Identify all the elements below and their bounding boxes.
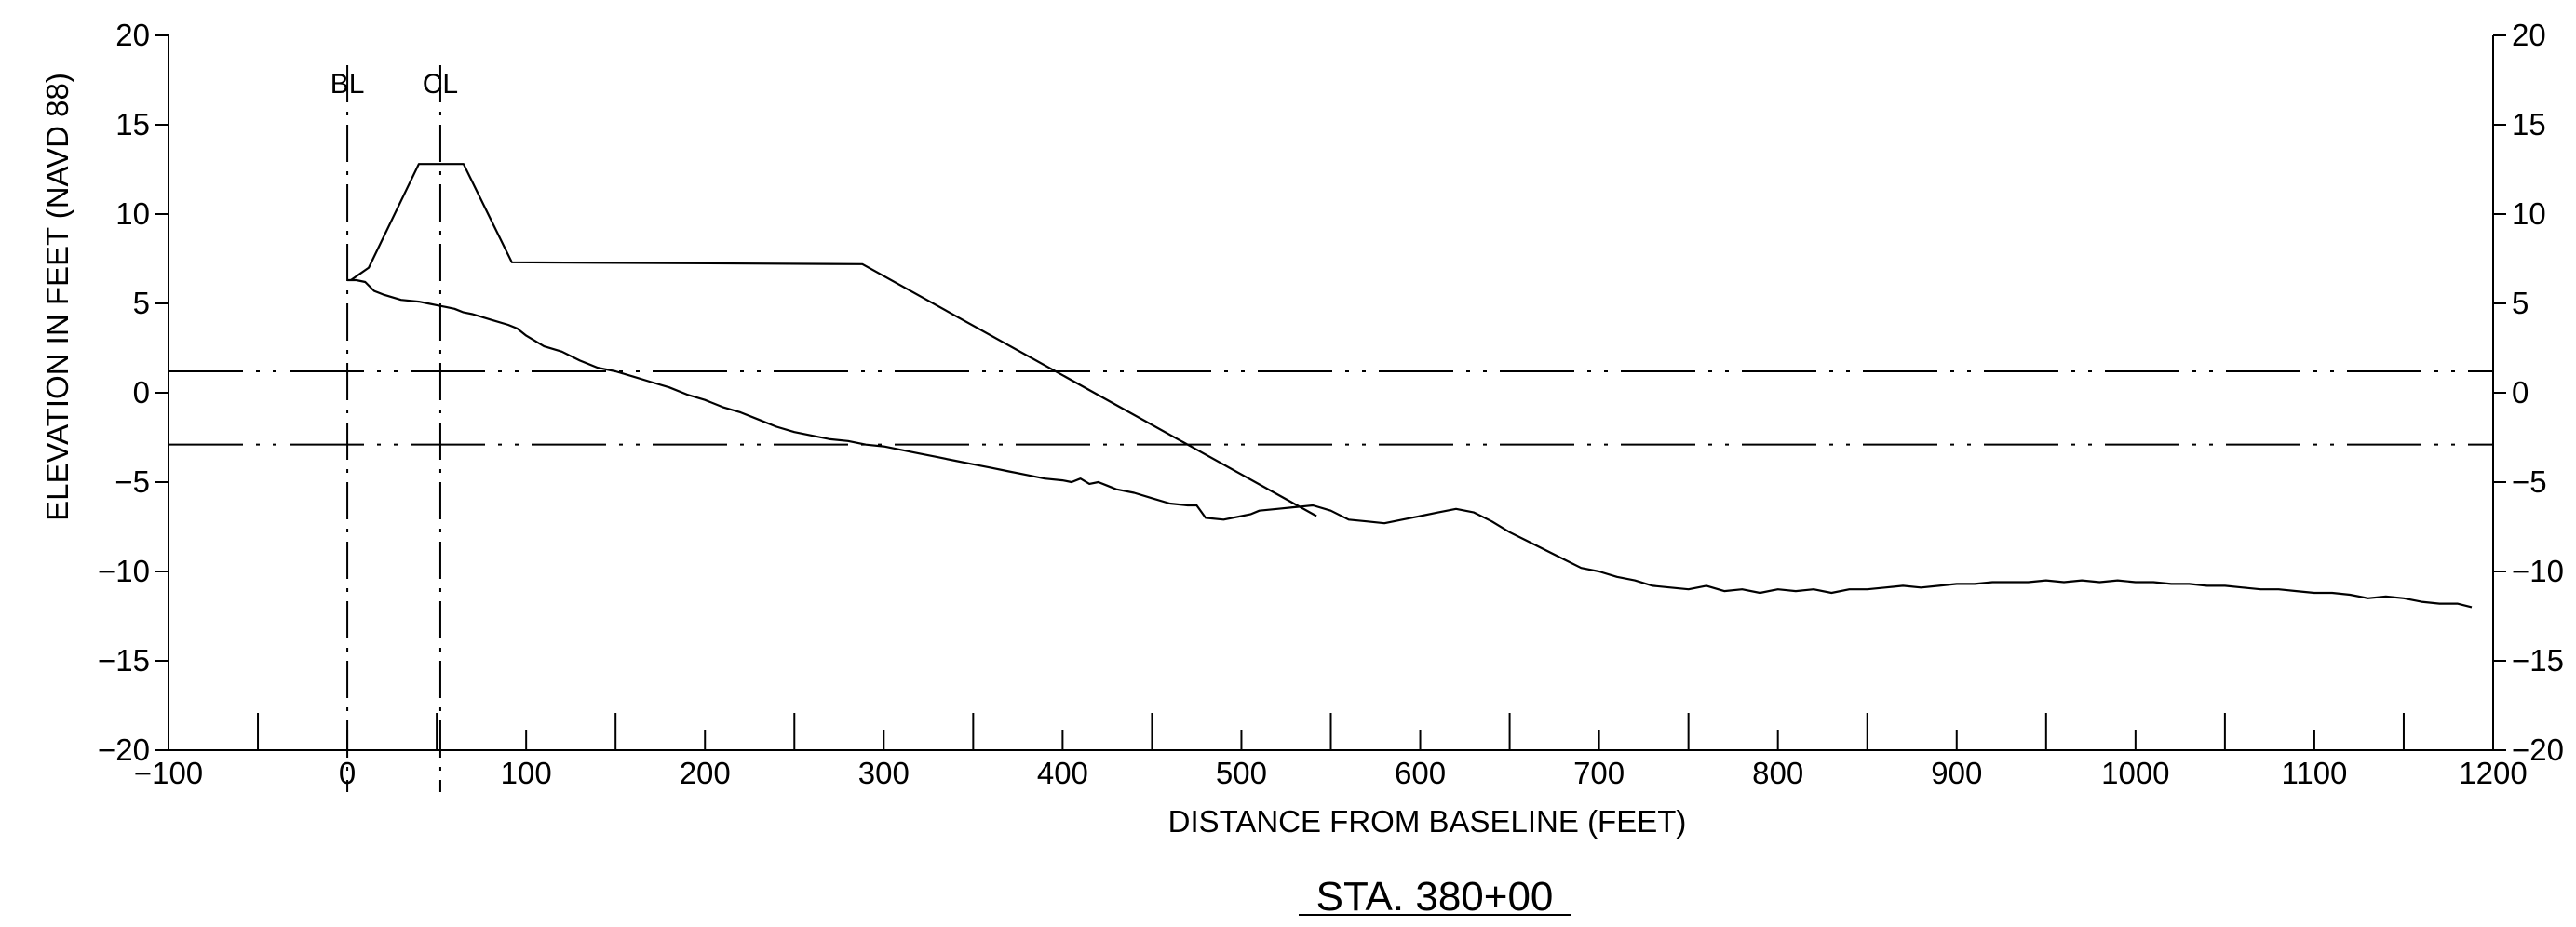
x-axis-label: DISTANCE FROM BASELINE (FEET)	[1168, 804, 1687, 839]
series-line-design-profile	[350, 163, 1317, 517]
y-tick-label-left: −10	[98, 554, 150, 588]
reference-lines: BL CL	[330, 65, 458, 792]
series-layer	[347, 163, 2473, 609]
plot-frame	[168, 35, 2494, 751]
x-tick-label: 300	[858, 756, 910, 790]
x-tick-label: −100	[134, 756, 203, 790]
x-tick-label: 0	[339, 756, 356, 790]
y-axis-ticks-left: −20 −15 −10 −5 0 5 10 15 20	[98, 18, 169, 767]
y-tick-label-right: 0	[2512, 375, 2529, 410]
x-tick-label: 1200	[2459, 756, 2527, 790]
y-tick-label-left: 10	[115, 196, 150, 231]
y-tick-label-right: −15	[2512, 643, 2564, 678]
y-tick-label-right: 15	[2512, 107, 2546, 141]
y-tick-label-left: −20	[98, 732, 150, 767]
x-tick-label: 1100	[2281, 756, 2347, 790]
y-tick-label-left: 5	[133, 286, 150, 320]
y-tick-label-left: −15	[98, 643, 150, 678]
x-tick-label: 200	[680, 756, 731, 790]
y-tick-label-right: −10	[2512, 554, 2564, 588]
reference-line-label: BL	[330, 69, 365, 100]
y-tick-label-right: 20	[2512, 18, 2546, 52]
water-level-lines	[169, 369, 2493, 446]
chart-title: STA. 380+00	[1316, 874, 1554, 920]
x-tick-label: 700	[1573, 756, 1625, 790]
x-tick-label: 1000	[2101, 756, 2169, 790]
y-tick-label-right: 5	[2512, 286, 2529, 320]
x-tick-label: 900	[1931, 756, 1982, 790]
y-axis-ticks-right: −20 −15 −10 −5 0 5 10 15 20	[2493, 18, 2564, 767]
y-tick-label-left: 15	[115, 107, 150, 141]
y-tick-label-right: −5	[2512, 464, 2547, 499]
y-tick-label-left: −5	[115, 464, 150, 499]
x-tick-label: 800	[1752, 756, 1803, 790]
y-axis-label: ELEVATION IN FEET (NAVD 88)	[40, 73, 74, 521]
y-tick-label-left: 20	[115, 18, 150, 52]
x-tick-label: 600	[1395, 756, 1446, 790]
x-tick-label: 100	[501, 756, 552, 790]
y-tick-label-right: −20	[2512, 732, 2564, 767]
reference-line-label: CL	[423, 69, 458, 100]
y-tick-label-right: 10	[2512, 196, 2546, 231]
x-tick-label: 400	[1037, 756, 1088, 790]
y-tick-label-left: 0	[133, 375, 150, 410]
series-line-existing-ground	[347, 278, 2473, 609]
x-tick-label: 500	[1216, 756, 1267, 790]
x-axis-ticks: −100 0 100 200 300 400 500 600 700 800 900 1000 1100…	[134, 713, 2528, 790]
